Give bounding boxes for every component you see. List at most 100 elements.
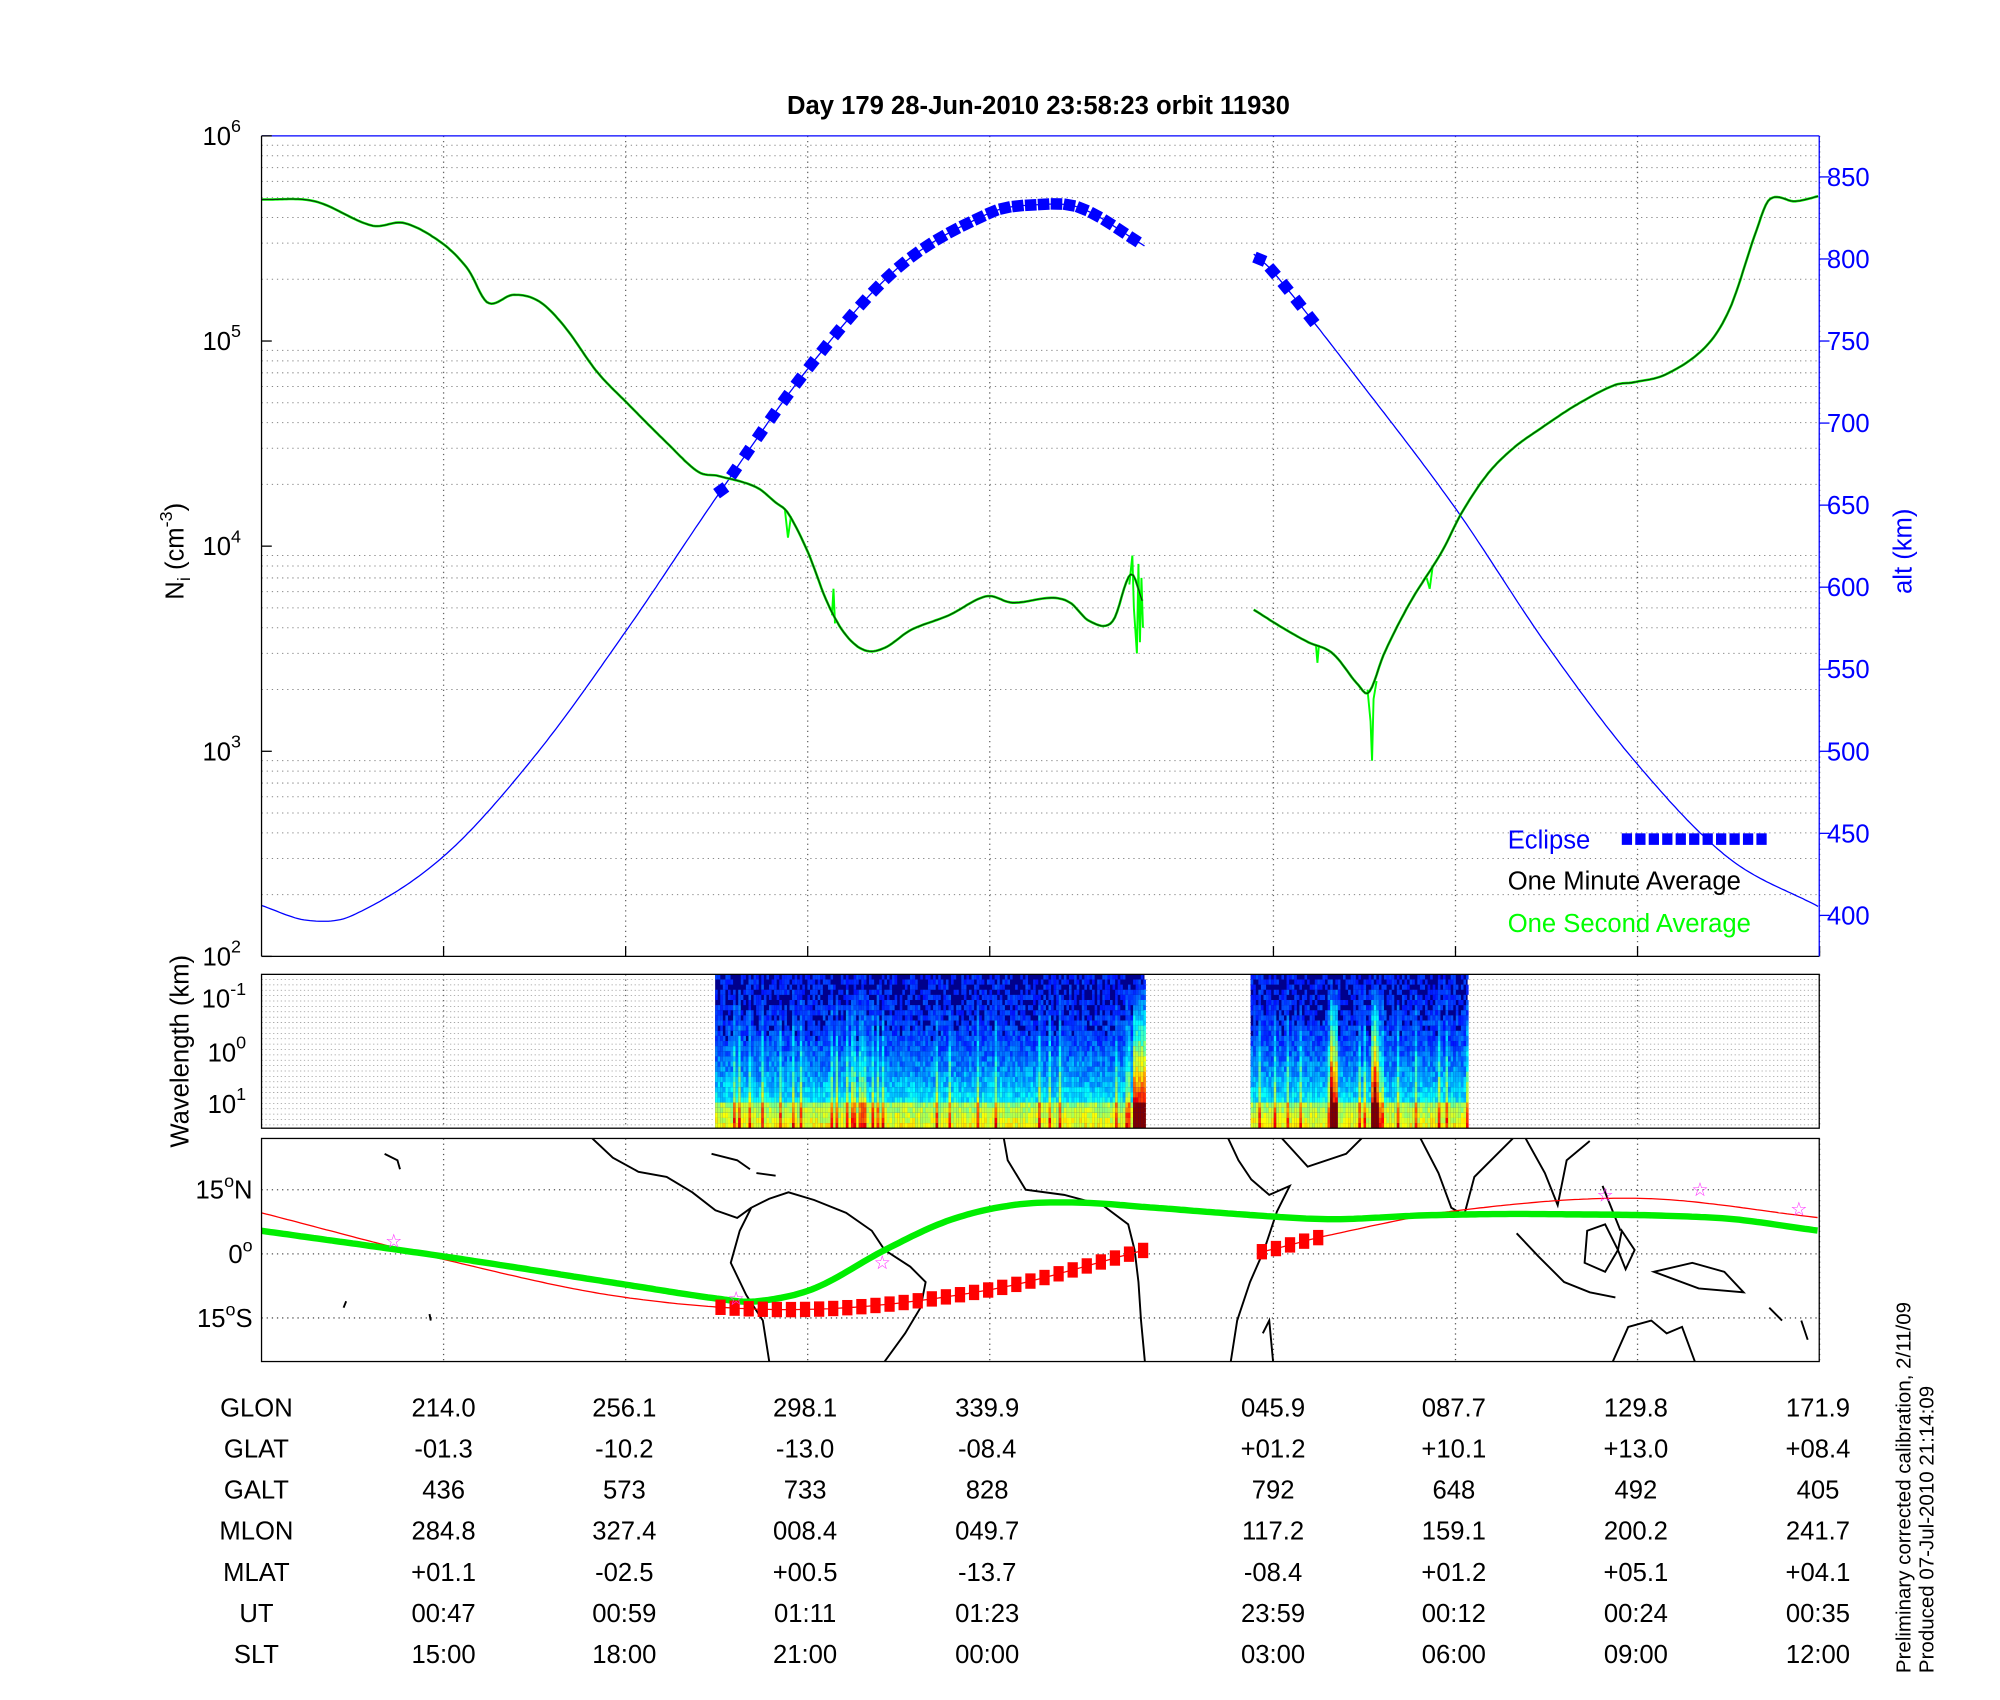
spectrogram-cell [1271,1097,1274,1103]
spectrogram-cell [799,1030,803,1036]
spectrogram-cell [933,1082,936,1088]
spectrogram-cell [897,1041,900,1047]
spectrogram-cell [1122,1102,1126,1108]
spectrogram-cell [1115,1061,1118,1067]
spectrogram-cell [992,1005,995,1011]
spectrogram-cell [1140,1000,1144,1006]
spectrogram-cell [876,1030,880,1036]
spectrogram-cell [968,1041,972,1047]
spectrogram-cell [927,1066,931,1072]
spectrogram-cell [943,1041,946,1047]
spectrogram-cell [1079,1030,1082,1036]
spectrogram-cell [843,1035,846,1042]
spectrogram-cell [899,1076,903,1083]
spectrogram-cell [799,1046,803,1052]
spectrogram-cell [1278,1102,1282,1108]
spectrogram-cell [1030,1005,1034,1011]
spectrogram-cell [1040,1005,1044,1011]
spectrogram-cell [838,1076,841,1083]
spectrogram-cell [997,1015,1000,1021]
spectrogram-cell [1112,979,1116,985]
spectrogram-cell [1266,1102,1269,1108]
spectrogram-cell [820,974,823,980]
spectrogram-cell [802,1056,805,1062]
spectrogram-cell [933,1046,936,1052]
spectrogram-cell [727,1041,731,1047]
spectrogram-cell [930,1051,934,1057]
spectrogram-cell [1143,1061,1146,1067]
spectrogram-cell [1278,1123,1282,1129]
spectrogram-cell [1260,1112,1264,1118]
spectrogram-cell [756,1010,759,1016]
spectrogram-cell [1133,1082,1136,1088]
spectrogram-cell [1063,989,1067,995]
spectrogram-cell [948,1020,952,1026]
spectrogram-cell [733,1041,736,1047]
spectrogram-cell [879,1082,882,1088]
spectrogram-cell [904,1000,908,1006]
spectrogram-cell [733,1097,736,1103]
spectrogram-cell [1004,1082,1008,1088]
spectrogram-cell [989,1066,993,1072]
spectrogram-cell [986,1056,990,1062]
spectrogram-cell [1010,974,1013,980]
spectrogram-cell [1071,1097,1075,1103]
spectrogram-cell [717,1107,721,1113]
spectrogram-cell [1081,1056,1085,1062]
spectrogram-cell [820,1102,823,1108]
spectrogram-cell [827,1046,831,1052]
spectrogram-cell [868,1066,872,1072]
spectrogram-cell [1138,1035,1141,1042]
spectrogram-cell [804,1030,808,1036]
spectrogram-cell [917,1092,921,1098]
spectrogram-cell [1273,1035,1277,1042]
spectrogram-cell [1125,1020,1128,1026]
spectrogram-cell [963,1123,967,1129]
spectrogram-cell [971,1035,975,1042]
spectrogram-cell [966,1056,969,1062]
spectrogram-cell [1045,1015,1049,1021]
spectrogram-cell [725,1030,728,1036]
spectrogram-cell [943,1117,946,1124]
spectrogram-cell [863,1020,867,1026]
spectrogram-cell [858,1030,862,1036]
spectrogram-cell [1015,1117,1018,1124]
spectrogram-cell [1278,1030,1282,1036]
spectrogram-cell [948,1082,952,1088]
spectrogram-cell [822,1030,826,1036]
spectrogram-cell [1097,979,1100,985]
spectrogram-cell [992,1066,995,1072]
spectrogram-cell [981,979,985,985]
spectrogram-cell [1281,1005,1285,1011]
spectrogram-cell [966,1071,969,1077]
spectrogram-cell [1089,1030,1093,1036]
spectrogram-cell [986,1000,990,1006]
spectrogram-cell [1048,989,1052,995]
spectrogram-cell [1017,1051,1021,1057]
spectrogram-cell [792,994,795,1000]
spectrogram-cell [815,1000,818,1006]
spectrogram-cell [802,1051,805,1057]
spectrogram-cell [910,1066,913,1072]
spectrogram-cell [804,1097,808,1103]
spectrogram-cell [1015,1123,1018,1129]
spectrogram-cell [951,1005,954,1011]
spectrogram-cell [1138,994,1141,1000]
spectrogram-cell [892,1061,895,1067]
spectrogram-cell [761,1010,764,1016]
spectrogram-cell [830,1005,834,1011]
spectrogram-cell [1012,1030,1016,1036]
spectrogram-cell [971,1051,975,1057]
spectrogram-cell [1120,989,1123,995]
spectrogram-cell [835,1035,839,1042]
spectrogram-cell [794,1061,798,1067]
spectrogram-cell [961,1102,964,1108]
spectrogram-cell [1278,1107,1282,1113]
spectrogram-cell [974,994,977,1000]
spectrogram-cell [927,979,931,985]
spectrogram-cell [838,1082,841,1088]
spectrogram-cell [951,974,954,980]
spectrogram-cell [1276,1092,1279,1098]
spectrogram-cell [974,1041,977,1047]
